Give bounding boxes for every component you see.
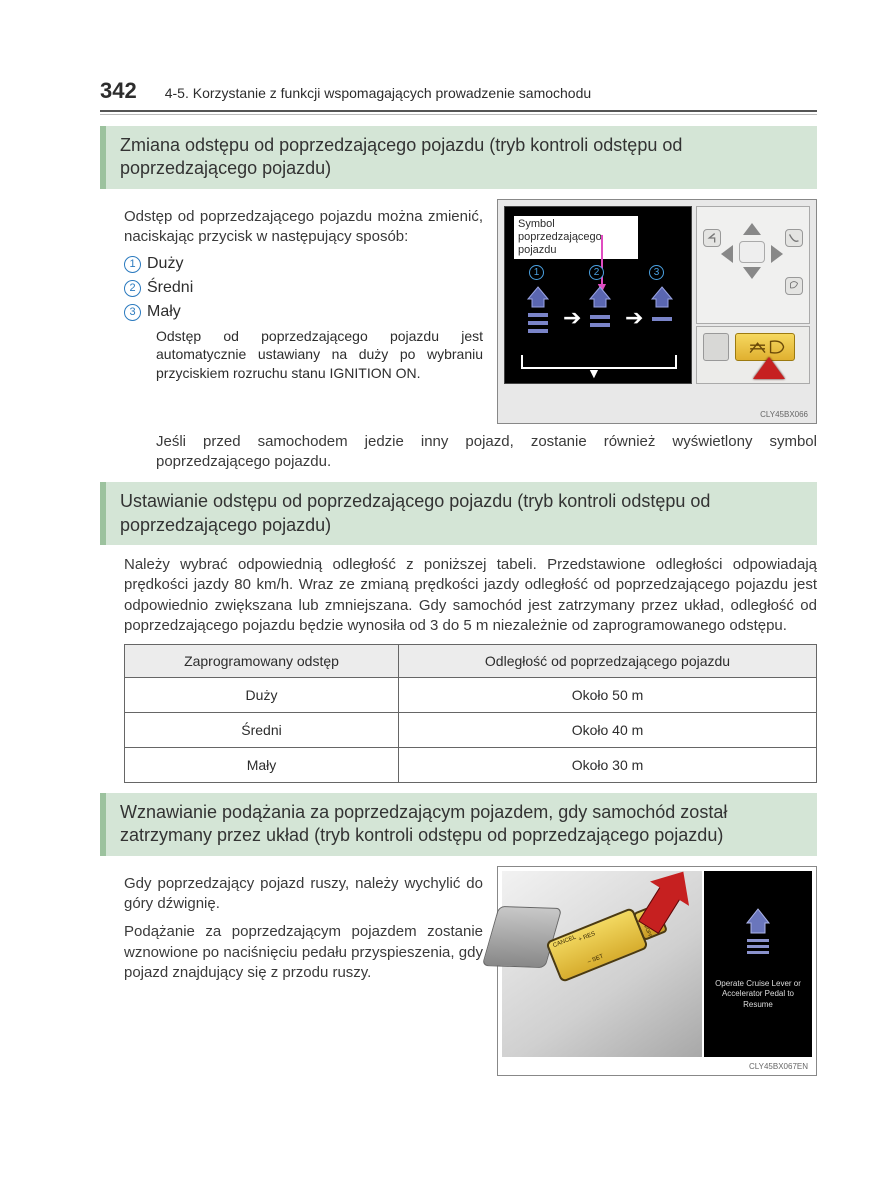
- chapter-title: 4-5. Korzystanie z funkcji wspomagającyc…: [165, 85, 591, 101]
- gray-button-icon: [703, 333, 729, 361]
- cell: Około 50 m: [399, 678, 817, 713]
- cell: Średni: [125, 713, 399, 748]
- voice-button-icon: [785, 277, 803, 295]
- button-panel: [696, 326, 810, 384]
- distance-table: Zaprogramowany odstęp Odległość od poprz…: [124, 644, 817, 783]
- circle-3-icon: 3: [649, 265, 664, 280]
- circle-3-icon: 3: [124, 304, 141, 321]
- item-2: Średni: [147, 279, 193, 296]
- page-header: 342 4-5. Korzystanie z funkcji wspomagaj…: [100, 78, 817, 112]
- section3-p1: Gdy poprzedzający pojazd ruszy, należy w…: [124, 874, 483, 915]
- page-number: 342: [100, 78, 137, 104]
- table-head-2: Odległość od poprzedzającego pojazdu: [399, 645, 817, 678]
- cell: Duży: [125, 678, 399, 713]
- circle-1-icon: 1: [124, 256, 141, 273]
- table-row: Średni Około 40 m: [125, 713, 817, 748]
- section3-p2: Podążanie za poprzedzającym pojazdem zos…: [124, 922, 483, 983]
- section3-heading: Wznawianie podążania za poprzedzającym p…: [100, 793, 817, 856]
- lever-panel: CANCEL + RES – SET ON/OFF: [502, 871, 702, 1057]
- fig1-code: CLY45BX066: [760, 410, 808, 419]
- item-3: Mały: [147, 303, 181, 320]
- cell: Mały: [125, 748, 399, 783]
- section1-intro: Odstęp od poprzedzającego pojazdu można …: [124, 207, 483, 248]
- circle-2-icon: 2: [124, 280, 141, 297]
- cruise-stalk-icon: CANCEL + RES – SET ON/OFF: [545, 907, 649, 983]
- stalk-cancel-label: CANCEL: [552, 934, 577, 949]
- resume-message: Operate Cruise Lever or Accelerator Peda…: [704, 979, 812, 1010]
- section1-note: Odstęp od poprzedzającego pojazdu jest a…: [156, 327, 483, 382]
- circle-2-icon: 2: [589, 265, 604, 280]
- display-message-panel: Operate Cruise Lever or Accelerator Peda…: [704, 871, 812, 1057]
- table-head-1: Zaprogramowany odstęp: [125, 645, 399, 678]
- fig2-code: CLY45BX067EN: [749, 1062, 808, 1071]
- return-button-icon: [703, 229, 721, 247]
- stalk-set-label: – SET: [587, 953, 605, 965]
- display-panel: Symbol poprzedzającego pojazdu ▼ 1 2 3 ➔…: [504, 206, 692, 384]
- fig1-caption: Symbol poprzedzającego pojazdu: [513, 215, 639, 261]
- steering-pad: [696, 206, 810, 324]
- section1-after: Jeśli przed samochodem jedzie inny pojaz…: [156, 432, 817, 473]
- circle-1-icon: 1: [529, 265, 544, 280]
- list-item: 1 Duży: [124, 255, 483, 273]
- figure-2: CANCEL + RES – SET ON/OFF: [497, 866, 817, 1076]
- list-item: 3 Mały: [124, 303, 483, 321]
- section2-intro: Należy wybrać odpowiednią odległość z po…: [124, 555, 817, 636]
- bracket-arrow-icon: ▼: [587, 365, 601, 381]
- car-stack-icon: [704, 905, 812, 965]
- phone-button-icon: [785, 229, 803, 247]
- cell: Około 30 m: [399, 748, 817, 783]
- section2-heading: Ustawianie odstępu od poprzedzającego po…: [100, 482, 817, 545]
- figure-1: Symbol poprzedzającego pojazdu ▼ 1 2 3 ➔…: [497, 199, 817, 424]
- cell: Około 40 m: [399, 713, 817, 748]
- table-row: Mały Około 30 m: [125, 748, 817, 783]
- stalk-res-label: + RES: [578, 931, 596, 943]
- section1-heading: Zmiana odstępu od poprzedzającego pojazd…: [100, 126, 817, 189]
- list-item: 2 Średni: [124, 279, 483, 297]
- red-arrow-up-icon: [753, 357, 785, 379]
- car-distance-long-icon: [517, 285, 559, 341]
- car-distance-med-icon: [579, 285, 621, 341]
- stalk-base-icon: [482, 906, 562, 968]
- table-row: Duży Około 50 m: [125, 678, 817, 713]
- item-1: Duży: [147, 255, 183, 272]
- car-distance-short-icon: [641, 285, 683, 341]
